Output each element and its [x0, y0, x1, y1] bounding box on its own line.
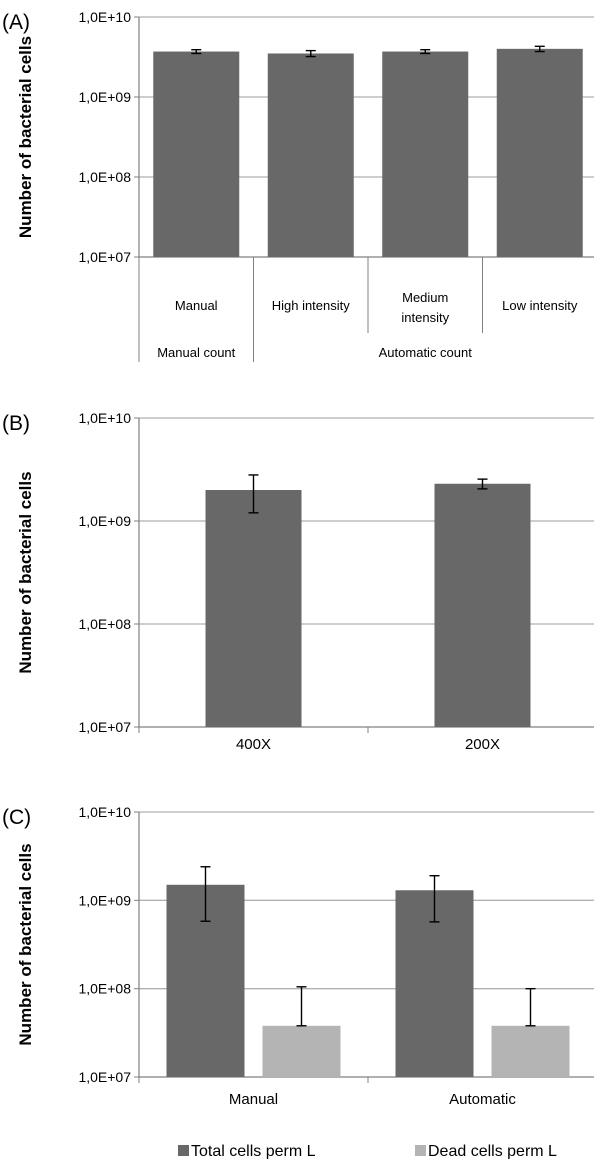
bar	[496, 48, 583, 257]
x-category-label: Medium	[402, 290, 448, 305]
y-tick-label: 1,0E+10	[78, 410, 131, 426]
bar	[491, 1025, 570, 1077]
x-category-label: Automatic	[449, 1091, 516, 1108]
y-tick-label: 1,0E+08	[78, 169, 131, 185]
y-tick-label: 1,0E+10	[78, 9, 131, 25]
x-category-label: Manual	[175, 298, 218, 313]
y-tick-label: 1,0E+09	[78, 89, 131, 105]
legend-swatch	[178, 1145, 189, 1156]
bar	[153, 51, 240, 258]
legend-label: Total cells perm L	[191, 1143, 316, 1159]
y-tick-label: 1,0E+07	[78, 1069, 131, 1085]
y-axis-title: Number of bacterial cells	[16, 471, 35, 673]
legend-swatch	[415, 1145, 426, 1156]
bar	[262, 1025, 341, 1077]
legend-label: Dead cells perm L	[428, 1143, 557, 1159]
y-tick-label: 1,0E+09	[78, 892, 131, 908]
panel-label: (C)	[2, 806, 31, 829]
x-category-label: High intensity	[272, 298, 351, 313]
x-group-label: Manual count	[157, 345, 235, 360]
y-axis-title: Number of bacterial cells	[16, 843, 35, 1045]
bar	[434, 483, 531, 727]
y-axis-title: Number of bacterial cells	[16, 36, 35, 238]
y-tick-label: 1,0E+07	[78, 249, 131, 265]
y-tick-label: 1,0E+08	[78, 981, 131, 997]
x-category-label: 400X	[236, 736, 271, 753]
panel-label: (A)	[2, 11, 30, 34]
bar	[205, 489, 302, 727]
x-category-label: Low intensity	[502, 298, 578, 313]
y-tick-label: 1,0E+09	[78, 513, 131, 529]
y-tick-label: 1,0E+10	[78, 804, 131, 820]
y-tick-label: 1,0E+08	[78, 616, 131, 632]
bar	[382, 51, 469, 258]
bar	[267, 53, 354, 258]
y-tick-label: 1,0E+07	[78, 719, 131, 735]
x-category-label: intensity	[401, 310, 449, 325]
x-group-label: Automatic count	[379, 345, 473, 360]
panel-label: (B)	[2, 412, 30, 435]
x-category-label: Manual	[229, 1091, 278, 1108]
x-category-label: 200X	[465, 736, 500, 753]
